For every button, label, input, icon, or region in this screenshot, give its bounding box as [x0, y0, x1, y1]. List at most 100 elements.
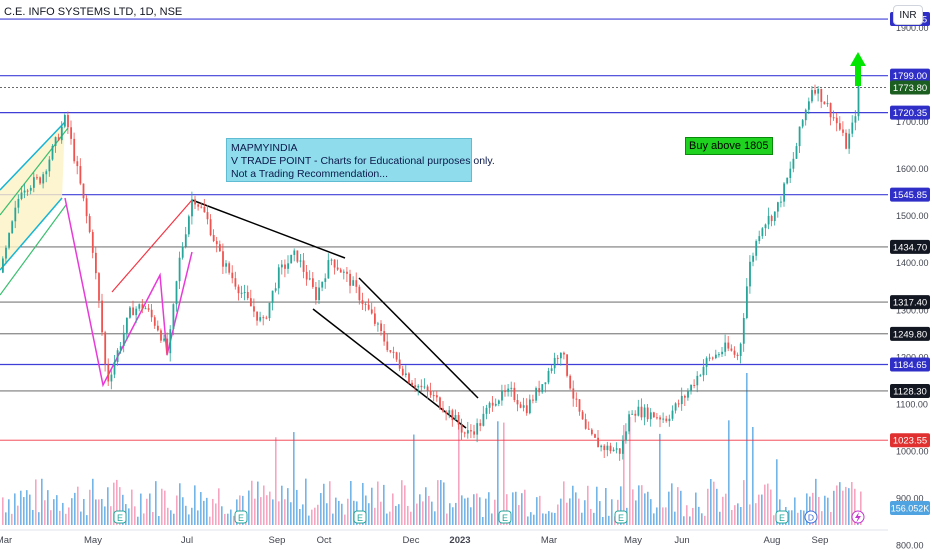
candle [212, 235, 215, 242]
candle [835, 117, 838, 124]
volume-bar [488, 492, 490, 525]
candle [826, 103, 829, 105]
volume-bar [254, 498, 256, 525]
candle [758, 236, 761, 242]
candle [634, 413, 637, 416]
candle [845, 132, 847, 149]
volume-bar [257, 481, 259, 525]
candle [547, 370, 550, 383]
candle [485, 407, 488, 414]
candle [277, 267, 280, 289]
candle [653, 412, 655, 418]
volume-bar [83, 498, 85, 525]
candle [752, 255, 754, 262]
volume-bar [416, 503, 418, 525]
candle [367, 304, 370, 310]
candle [209, 219, 212, 236]
candle [811, 90, 813, 102]
candle [581, 411, 584, 420]
y-tick-label: 900.00 [896, 493, 924, 503]
volume-bar [278, 501, 280, 525]
candle [88, 216, 91, 233]
candle [467, 430, 469, 434]
candle [349, 273, 351, 286]
volume-bar [170, 510, 172, 525]
volume-bar [752, 426, 754, 525]
volume-bar [341, 503, 343, 525]
candle [287, 263, 289, 269]
volume-bar [68, 507, 70, 525]
volume-bar [536, 497, 538, 525]
candle [501, 390, 503, 401]
candle [761, 228, 764, 237]
volume-bar [8, 499, 10, 525]
svg-text:E: E [502, 513, 508, 523]
volume-bar [740, 507, 742, 525]
volume-bar [572, 485, 574, 525]
candle [690, 384, 692, 392]
candle [674, 403, 677, 411]
candle [147, 308, 150, 310]
volume-bar [380, 501, 382, 525]
y-tick-label: 1200.00 [896, 352, 929, 362]
x-tick-label: Sep [269, 535, 286, 546]
volume-bar [824, 495, 826, 525]
volume-bar [407, 505, 409, 525]
volume-bar [95, 499, 97, 525]
volume-bar [470, 507, 472, 525]
candle [228, 263, 231, 273]
volume-bar [608, 515, 610, 525]
volume-bar [557, 504, 559, 525]
candle [498, 400, 500, 404]
volume-bar [848, 488, 850, 525]
volume-bar [755, 503, 757, 525]
volume-bar [692, 507, 694, 525]
candle [507, 388, 510, 392]
volume-bar [797, 512, 799, 525]
candle [256, 311, 258, 321]
candle [569, 375, 572, 389]
volume-bar [149, 493, 151, 525]
x-tick-label: 2023 [449, 535, 470, 546]
candle [386, 341, 389, 351]
volume-bar [437, 480, 439, 525]
volume-bar [473, 494, 475, 525]
candle [677, 403, 680, 405]
falling-wedge [191, 199, 479, 429]
volume-bar [527, 516, 529, 525]
candle [746, 286, 748, 318]
volume-bar [266, 495, 268, 525]
candle [442, 408, 444, 412]
candle [358, 286, 361, 301]
volume-bar [749, 504, 751, 525]
candle [197, 204, 200, 207]
volume-bar [47, 490, 49, 525]
candle [535, 388, 537, 401]
volume-bar [230, 509, 232, 525]
candle [801, 120, 804, 127]
candle [29, 187, 32, 191]
volume-bar [377, 481, 379, 525]
volume-bar [674, 511, 676, 525]
candle [479, 423, 482, 426]
y-tick-label: 1300.00 [896, 305, 929, 315]
volume-bar [89, 489, 91, 525]
candle [206, 212, 209, 220]
earnings-marker-icon: E [113, 510, 127, 524]
volume-bar [398, 504, 400, 525]
level-tag [890, 68, 930, 83]
volume-bar [146, 498, 148, 525]
candle [591, 429, 593, 435]
x-tick-label: Aug [764, 535, 781, 546]
volume-bar [461, 495, 463, 525]
candle [129, 307, 131, 318]
candle [284, 264, 286, 269]
candle [98, 273, 100, 301]
candle [51, 145, 54, 160]
volume-bar [62, 502, 64, 525]
volume-bar [233, 515, 235, 525]
currency-selector[interactable]: INR [893, 5, 923, 25]
volume-bar [140, 493, 142, 525]
candle [181, 246, 184, 258]
